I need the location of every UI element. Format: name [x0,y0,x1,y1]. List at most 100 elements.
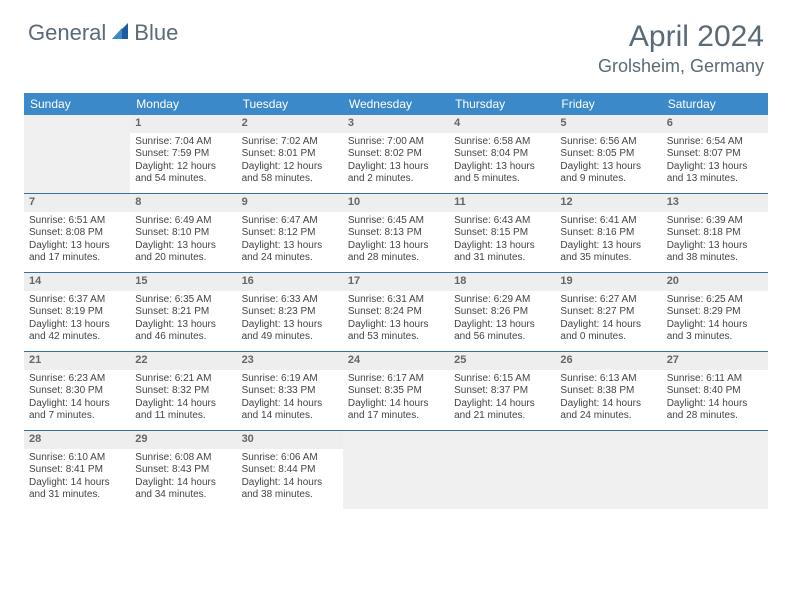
sunset-text: Sunset: 8:19 PM [29,306,125,319]
sunrise-text: Sunrise: 6:27 AM [560,294,656,307]
day-number: 14 [24,273,130,291]
sunrise-text: Sunrise: 6:41 AM [560,215,656,228]
day-cell: 28Sunrise: 6:10 AMSunset: 8:41 PMDayligh… [24,431,130,509]
day-number: 23 [237,352,343,370]
sunset-text: Sunset: 8:01 PM [242,148,338,161]
sunset-text: Sunset: 8:13 PM [348,227,444,240]
day-number: 8 [130,194,236,212]
weekday-label: Saturday [662,93,768,115]
sunrise-text: Sunrise: 6:10 AM [29,452,125,465]
sunrise-text: Sunrise: 6:25 AM [667,294,763,307]
sunrise-text: Sunrise: 6:06 AM [242,452,338,465]
sunrise-text: Sunrise: 6:13 AM [560,373,656,386]
sunset-text: Sunset: 8:02 PM [348,148,444,161]
sunset-text: Sunset: 8:37 PM [454,385,550,398]
sunrise-text: Sunrise: 6:08 AM [135,452,231,465]
day-cell: 14 Sunrise: 6:37 AMSunset: 8:19 PMDayligh… [24,273,130,351]
sunrise-text: Sunrise: 6:19 AM [242,373,338,386]
weekday-label: Thursday [449,93,555,115]
weekday-header: SundayMondayTuesdayWednesdayThursdayFrid… [24,93,768,115]
day-number: 29 [130,431,236,449]
day-cell: 5Sunrise: 6:56 AMSunset: 8:05 PMDaylight… [555,115,661,193]
sunset-text: Sunset: 8:16 PM [560,227,656,240]
sunrise-text: Sunrise: 6:43 AM [454,215,550,228]
sunset-text: Sunset: 8:21 PM [135,306,231,319]
sunrise-text: Sunrise: 6:45 AM [348,215,444,228]
sunrise-text: Sunrise: 6:56 AM [560,136,656,149]
sunrise-text: Sunrise: 6:58 AM [454,136,550,149]
daylight-text: Daylight: 13 hours and 20 minutes. [135,240,231,265]
month-title: April 2024 [598,20,764,54]
daylight-text: Daylight: 14 hours and 21 minutes. [454,398,550,423]
day-number: 20 [662,273,768,291]
sunset-text: Sunset: 8:08 PM [29,227,125,240]
day-cell: 6Sunrise: 6:54 AMSunset: 8:07 PMDaylight… [662,115,768,193]
week-row: 7Sunrise: 6:51 AMSunset: 8:08 PMDaylight… [24,193,768,272]
day-number: 15 [130,273,236,291]
sunset-text: Sunset: 8:29 PM [667,306,763,319]
day-number: 4 [449,115,555,133]
sunrise-text: Sunrise: 6:33 AM [242,294,338,307]
daylight-text: Daylight: 14 hours and 17 minutes. [348,398,444,423]
day-cell [343,431,449,509]
day-number: 25 [449,352,555,370]
day-number: 24 [343,352,449,370]
day-number: 28 [24,431,130,449]
daylight-text: Daylight: 13 hours and 38 minutes. [667,240,763,265]
day-number: 7 [24,194,130,212]
daylight-text: Daylight: 13 hours and 17 minutes. [29,240,125,265]
weekday-label: Monday [130,93,236,115]
daylight-text: Daylight: 13 hours and 42 minutes. [29,319,125,344]
day-number: 16 [237,273,343,291]
day-cell [662,431,768,509]
daylight-text: Daylight: 13 hours and 13 minutes. [667,161,763,186]
sunrise-text: Sunrise: 7:02 AM [242,136,338,149]
day-cell: 8Sunrise: 6:49 AMSunset: 8:10 PMDaylight… [130,194,236,272]
daylight-text: Daylight: 14 hours and 28 minutes. [667,398,763,423]
sunset-text: Sunset: 8:12 PM [242,227,338,240]
daylight-text: Daylight: 13 hours and 46 minutes. [135,319,231,344]
sunset-text: Sunset: 8:32 PM [135,385,231,398]
day-number: 17 [343,273,449,291]
day-number: 2 [237,115,343,133]
daylight-text: Daylight: 13 hours and 24 minutes. [242,240,338,265]
sunset-text: Sunset: 8:35 PM [348,385,444,398]
day-cell: 16Sunrise: 6:33 AMSunset: 8:23 PMDayligh… [237,273,343,351]
sunrise-text: Sunrise: 6:31 AM [348,294,444,307]
daylight-text: Daylight: 13 hours and 28 minutes. [348,240,444,265]
day-cell: 7Sunrise: 6:51 AMSunset: 8:08 PMDaylight… [24,194,130,272]
daylight-text: Daylight: 14 hours and 0 minutes. [560,319,656,344]
day-number: 11 [449,194,555,212]
logo-text-1: General [28,20,106,46]
sunset-text: Sunset: 8:44 PM [242,464,338,477]
day-cell: 2Sunrise: 7:02 AMSunset: 8:01 PMDaylight… [237,115,343,193]
day-number: 19 [555,273,661,291]
day-cell: 24 Sunrise: 6:17 AMSunset: 8:35 PMDayligh… [343,352,449,430]
sunrise-text: Sunrise: 6:23 AM [29,373,125,386]
weekday-label: Sunday [24,93,130,115]
sunrise-text: Sunrise: 6:15 AM [454,373,550,386]
day-cell: 15 Sunrise: 6:35 AMSunset: 8:21 PMDayligh… [130,273,236,351]
daylight-text: Daylight: 13 hours and 53 minutes. [348,319,444,344]
sunrise-text: Sunrise: 6:37 AM [29,294,125,307]
calendar: SundayMondayTuesdayWednesdayThursdayFrid… [24,93,768,509]
daylight-text: Daylight: 14 hours and 34 minutes. [135,477,231,502]
day-cell: 10Sunrise: 6:45 AMSunset: 8:13 PMDayligh… [343,194,449,272]
daylight-text: Daylight: 14 hours and 11 minutes. [135,398,231,423]
daylight-text: Daylight: 13 hours and 5 minutes. [454,161,550,186]
day-number: 13 [662,194,768,212]
sunrise-text: Sunrise: 6:47 AM [242,215,338,228]
day-cell: 4Sunrise: 6:58 AMSunset: 8:04 PMDaylight… [449,115,555,193]
daylight-text: Daylight: 14 hours and 14 minutes. [242,398,338,423]
day-number: 22 [130,352,236,370]
sunset-text: Sunset: 8:38 PM [560,385,656,398]
sunrise-text: Sunrise: 6:17 AM [348,373,444,386]
day-number: 26 [555,352,661,370]
daylight-text: Daylight: 12 hours and 54 minutes. [135,161,231,186]
day-cell: 19Sunrise: 6:27 AMSunset: 8:27 PMDayligh… [555,273,661,351]
sunrise-text: Sunrise: 6:35 AM [135,294,231,307]
day-cell: 22Sunrise: 6:21 AMSunset: 8:32 PMDayligh… [130,352,236,430]
sunset-text: Sunset: 7:59 PM [135,148,231,161]
day-number: 21 [24,352,130,370]
day-cell: 26Sunrise: 6:13 AMSunset: 8:38 PMDayligh… [555,352,661,430]
